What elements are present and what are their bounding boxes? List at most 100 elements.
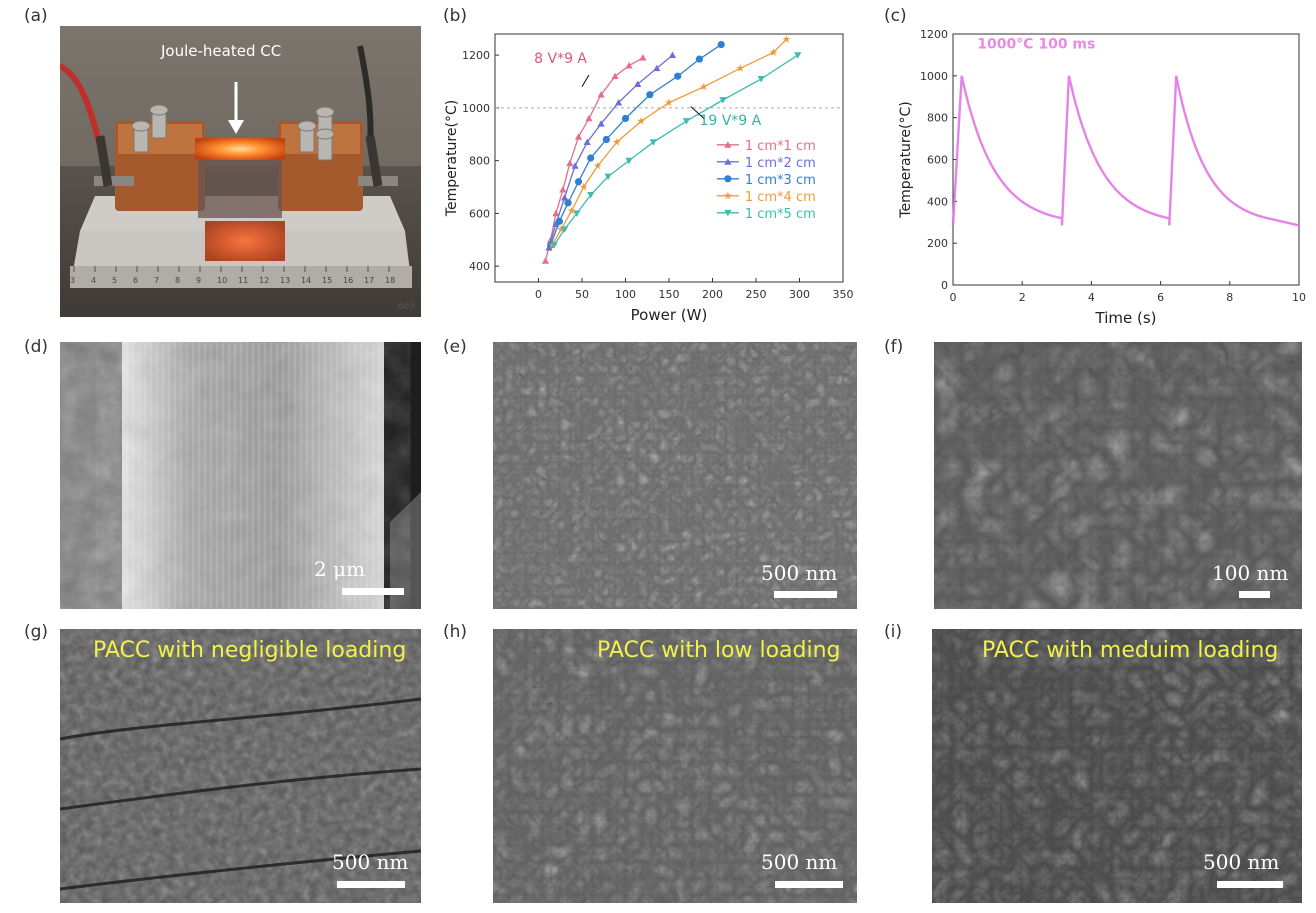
panel-label-d: (d) [24, 337, 49, 357]
data-point [653, 64, 661, 72]
y-tick-label: 1200 [920, 28, 948, 41]
ruler-number: 18 [385, 276, 396, 285]
panel-label-g: (g) [24, 622, 49, 642]
data-point [736, 64, 745, 72]
data-point [587, 192, 595, 199]
x-tick-label: 300 [789, 288, 810, 301]
ruler-number: 11 [238, 276, 249, 285]
y-tick-label: 0 [941, 279, 948, 292]
ruler-number: 10 [217, 276, 228, 285]
data-point [612, 138, 621, 146]
scale-bar-label-i: 500 nm [1203, 850, 1280, 874]
data-point [621, 114, 630, 123]
ruler-number: 15 [322, 276, 333, 285]
scale-bar-label-h: 500 nm [761, 850, 838, 874]
panel-label-e: (e) [443, 337, 467, 357]
ruler-number: 5 [112, 276, 118, 285]
power-temperature-chart: 0 50 100 150 200 250 300 350 400 600 800 1000 1200 Po… [440, 26, 858, 336]
data-point [597, 120, 605, 127]
joule-heated-cc-annotation: Joule-heated CC [161, 42, 282, 60]
caption-h: PACC with low loading [597, 638, 841, 663]
scale-bar-label-d: 2 μm [314, 557, 366, 581]
ruler-number: 13 [280, 276, 291, 285]
ruler-number: 4 [91, 276, 97, 285]
data-point [625, 157, 633, 165]
x-tick-label: 200 [702, 288, 723, 301]
panel-label-h: (h) [443, 622, 468, 642]
data-point [550, 242, 558, 249]
x-tick-label: 150 [659, 288, 680, 301]
data-point [614, 98, 623, 106]
data-point [566, 159, 574, 167]
ruler-number: 7 [154, 276, 160, 285]
x-tick-label: 0 [950, 291, 957, 304]
caption-g: PACC with negligible loading [93, 638, 407, 663]
data-point [593, 161, 602, 170]
data-point [561, 226, 569, 233]
sem-image-d: 2 μm [60, 342, 421, 609]
scale-bar-d [342, 588, 404, 595]
data-point [757, 75, 765, 83]
data-point [611, 72, 619, 80]
annotation-arrow [581, 74, 590, 88]
scale-bar-label-e: 500 nm [761, 561, 838, 585]
sem-image-e: 500 nm [493, 342, 857, 609]
time-temperature-chart: 0 2 4 6 8 10 0 200 400 600 800 1000 1200 Time (s) Temp… [880, 26, 1310, 336]
sem-image-f: 100 nm [934, 342, 1302, 609]
y-axis-label: Temperature(°C) [444, 100, 460, 217]
y-tick-label: 1000 [462, 102, 490, 115]
y-tick-label: 200 [927, 237, 948, 250]
data-point [557, 225, 566, 233]
ruler-number: 8 [175, 276, 181, 285]
data-point [649, 139, 657, 146]
x-tick-label: 4 [1088, 291, 1095, 304]
legend-entry: 1 cm*1 cm [745, 139, 816, 154]
data-point [717, 40, 725, 49]
y-tick-label: 400 [469, 260, 490, 273]
data-point [583, 138, 591, 146]
panel-label-i: (i) [884, 622, 902, 642]
scale-bar-h [775, 881, 843, 888]
x-tick-label: 0 [535, 288, 542, 301]
data-point [724, 175, 732, 183]
ruler-number: 12 [259, 276, 270, 285]
data-point [668, 51, 677, 58]
data-point [564, 199, 572, 207]
x-tick-label: 100 [615, 288, 636, 301]
data-point [567, 206, 576, 215]
scale-bar-i [1217, 881, 1283, 888]
y-tick-label: 400 [927, 195, 948, 208]
sem-image-g: PACC with negligible loading 500 nm [60, 629, 421, 903]
ruler-number: 6 [133, 276, 139, 285]
data-point [573, 210, 581, 218]
panel-label-b: (b) [443, 6, 468, 26]
scale-bar-label-g: 500 nm [332, 850, 409, 874]
x-tick-label: 250 [746, 288, 767, 301]
series-line [551, 38, 787, 246]
chart-title: 1000°C 100 ms [977, 37, 1095, 53]
x-tick-label: 50 [575, 288, 589, 301]
legend-entry: 1 cm*4 cm [745, 190, 816, 205]
data-point [782, 35, 791, 43]
pulse-series-line [951, 75, 1300, 227]
data-point [634, 80, 642, 88]
data-point [604, 173, 612, 181]
data-point [574, 133, 583, 140]
ruler-scale: 3 4 5 6 7 8 9 10 11 12 13 14 15 16 17 18 [60, 276, 421, 288]
x-tick-label: 6 [1157, 291, 1164, 304]
scale-bar-label-f: 100 nm [1212, 561, 1289, 585]
x-axis-label: Time (s) [1095, 309, 1157, 327]
data-point [585, 114, 593, 122]
y-tick-label: 800 [927, 112, 948, 125]
annotation-arrow [690, 106, 705, 119]
data-point [719, 97, 727, 104]
ruler-number: 9 [196, 276, 202, 285]
data-point [639, 54, 647, 61]
data-point [541, 257, 550, 264]
ruler-number: 17 [364, 276, 375, 285]
series-line [548, 54, 673, 248]
y-tick-label: 1200 [462, 49, 490, 62]
data-point [682, 118, 690, 125]
caption-i: PACC with meduim loading [982, 638, 1279, 663]
data-point [559, 186, 567, 193]
